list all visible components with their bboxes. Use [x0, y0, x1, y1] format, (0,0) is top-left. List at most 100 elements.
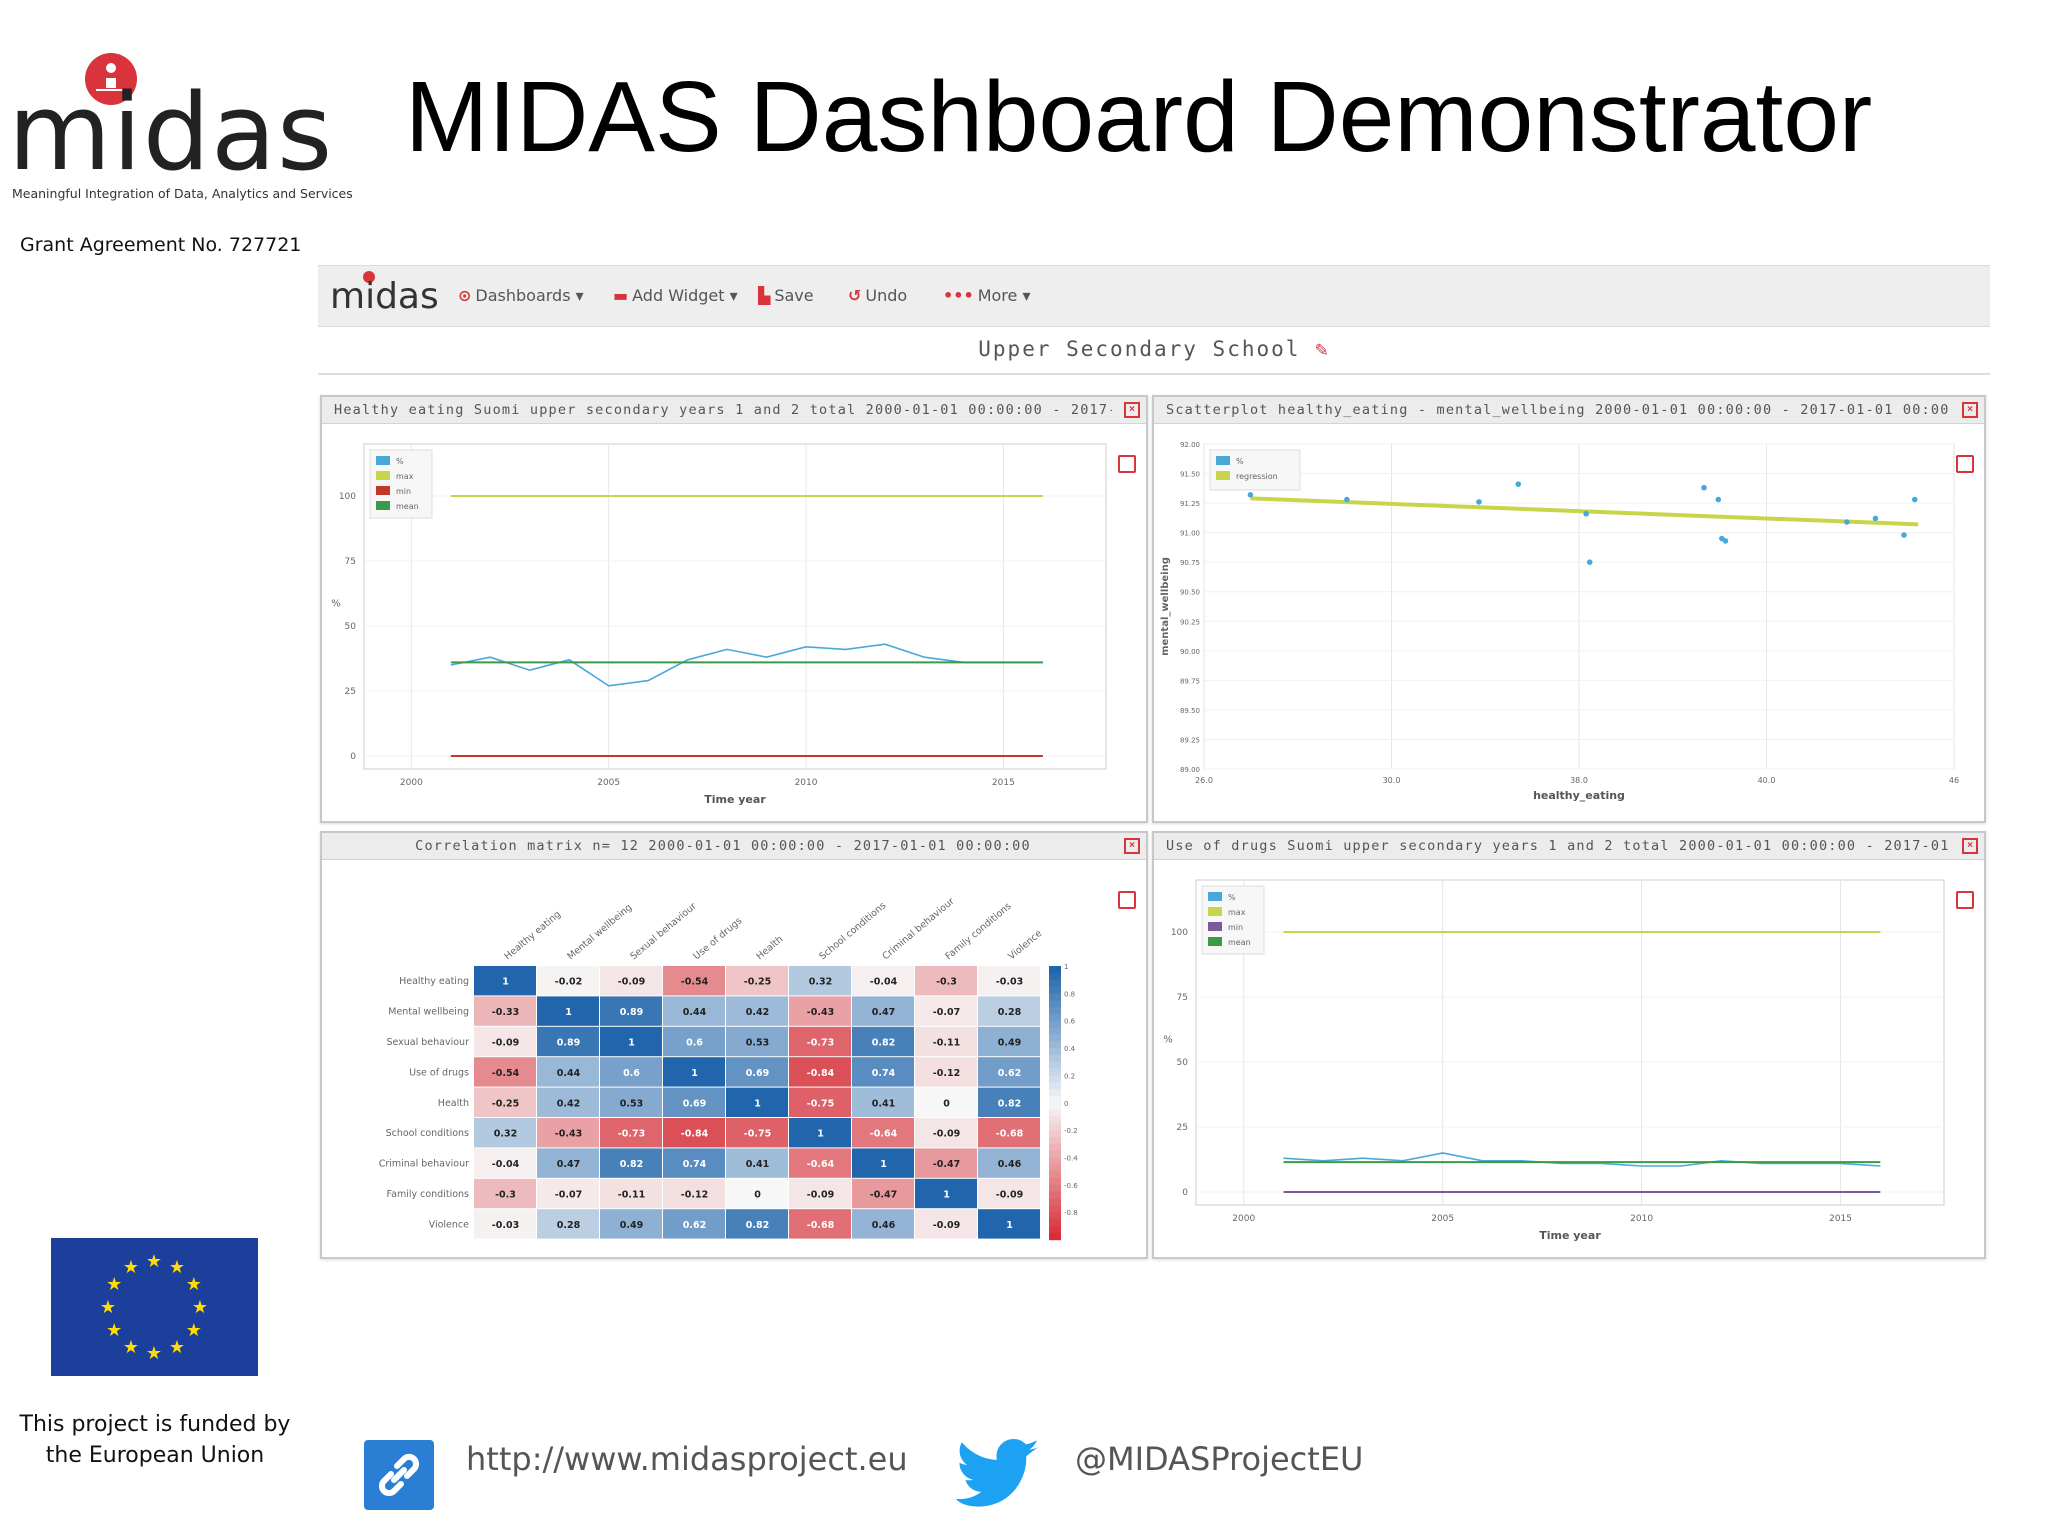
- y-tick-label: 89.75: [1180, 677, 1200, 685]
- panel-title: Use of drugs Suomi upper secondary years…: [1166, 838, 1950, 854]
- cell-value: -0.11: [933, 1038, 960, 1049]
- edit-icon[interactable]: [1118, 891, 1136, 909]
- funding-line-1: This project is funded by: [19, 1412, 291, 1437]
- heatmap-cell: [474, 1178, 536, 1209]
- eu-star-icon: ★: [192, 1297, 208, 1318]
- heatmap-cell: [474, 1209, 536, 1239]
- cell-value: 0.42: [557, 1098, 580, 1109]
- heatmap-cell: [474, 966, 536, 996]
- row-label: Healthy eating: [399, 976, 469, 987]
- colorbar-segment: [1049, 966, 1061, 974]
- legend-label: %: [1236, 457, 1244, 466]
- y-tick-label: 25: [1177, 1123, 1188, 1133]
- heatmap-cell: [600, 966, 662, 996]
- dashboards-menu[interactable]: ⊙ Dashboards ▾: [458, 286, 584, 305]
- scatter-point: [1476, 499, 1482, 505]
- colorbar-segment: [1049, 1089, 1061, 1097]
- more-menu[interactable]: ••• More ▾: [943, 286, 1031, 305]
- colorbar-tick-label: 0.4: [1064, 1045, 1076, 1053]
- heatmap-cell: [537, 1087, 599, 1117]
- x-tick-label: 2000: [400, 778, 423, 788]
- heatmap-cell: [663, 1178, 725, 1209]
- dashboard-toolbar: midas ⊙ Dashboards ▾ ▬ Add Widget ▾ ▙ Save …: [318, 265, 1990, 327]
- scatter-point: [1701, 484, 1707, 491]
- panel-header[interactable]: Use of drugs Suomi upper secondary years…: [1154, 833, 1984, 860]
- colorbar-segment: [1049, 1061, 1061, 1070]
- heatmap-cell: [600, 1148, 662, 1178]
- y-tick-label: 90.00: [1180, 648, 1200, 656]
- x-axis-label: Time year: [1539, 1229, 1601, 1242]
- eu-star-icon: ★: [186, 1320, 202, 1341]
- use-of-drugs-panel: Use of drugs Suomi upper secondary years…: [1152, 831, 1986, 1259]
- heatmap-cell: [852, 1057, 914, 1087]
- close-icon[interactable]: ×: [1962, 402, 1978, 418]
- cell-value: 0.82: [872, 1038, 895, 1049]
- scatter-chart: 26.0 30.0 38.0 40.0 46 89.00 89.25 89.50 89.75 90…: [1160, 441, 1959, 802]
- heatmap-cell: [978, 1178, 1040, 1209]
- close-icon[interactable]: ×: [1962, 838, 1978, 854]
- y-axis-label: %: [331, 599, 341, 610]
- colorbar-segment: [1049, 1232, 1061, 1241]
- colorbar-tick-label: 0: [1064, 1100, 1068, 1108]
- scatter-point: [1344, 496, 1350, 503]
- panel-header[interactable]: Healthy eating Suomi upper secondary yea…: [322, 397, 1146, 424]
- undo-button[interactable]: ↺ Undo: [848, 286, 908, 305]
- y-tick-label: 91.50: [1180, 471, 1200, 479]
- x-tick-label: 38.0: [1570, 776, 1588, 785]
- legend-swatch: [376, 501, 390, 510]
- eu-star-icon: ★: [169, 1257, 185, 1278]
- colorbar-segment: [1049, 1048, 1061, 1056]
- add-widget-menu[interactable]: ▬ Add Widget ▾: [613, 286, 738, 305]
- footer-twitter-handle[interactable]: @MIDASProjectEU: [1075, 1440, 1364, 1478]
- cell-value: -0.3: [495, 1190, 516, 1201]
- heatmap-cell: [537, 1178, 599, 1209]
- edit-icon[interactable]: [1956, 891, 1974, 909]
- heatmap-cell: [852, 1148, 914, 1178]
- y-tick-label: 91.00: [1180, 530, 1200, 538]
- column-label: Healthy eating: [502, 909, 563, 962]
- panel-header[interactable]: Scatterplot healthy_eating - mental_well…: [1154, 397, 1984, 424]
- scatter-point: [1586, 559, 1593, 565]
- heatmap-cell: [978, 1209, 1040, 1239]
- colorbar-tick-label: 0.2: [1064, 1072, 1075, 1080]
- legend-swatch: [1208, 907, 1222, 916]
- heatmap-cell: [726, 1026, 788, 1057]
- row-label: Family conditions: [387, 1189, 470, 1200]
- heatmap-cell: [852, 996, 914, 1026]
- twitter-bird-icon[interactable]: [955, 1438, 1041, 1510]
- cell-value: 0.28: [557, 1220, 581, 1231]
- close-icon[interactable]: ×: [1124, 402, 1140, 418]
- heatmap-cell: [789, 1148, 851, 1178]
- heatmap-cell: [915, 1178, 977, 1209]
- cell-value: 0.82: [998, 1098, 1021, 1109]
- panel-header[interactable]: Correlation matrix n= 12 2000-01-01 00:0…: [322, 833, 1146, 860]
- cell-value: -0.75: [807, 1098, 834, 1109]
- edit-icon[interactable]: [1118, 455, 1136, 473]
- cell-value: 0.82: [620, 1159, 643, 1170]
- legend-label: max: [396, 472, 414, 481]
- cell-value: 0.44: [683, 1007, 707, 1018]
- cell-value: -0.25: [492, 1098, 519, 1109]
- heatmap-cell: [726, 1178, 788, 1209]
- cell-value: 1: [565, 1007, 572, 1018]
- chart-legend: % max min mean: [369, 449, 433, 519]
- column-label: Use of drugs: [691, 915, 744, 962]
- cell-value: -0.09: [807, 1190, 834, 1201]
- panel-title: Healthy eating Suomi upper secondary yea…: [334, 402, 1112, 418]
- cell-value: 1: [628, 1038, 635, 1049]
- edit-icon[interactable]: [1956, 455, 1974, 473]
- footer-website-link[interactable]: http://www.midasproject.eu: [466, 1440, 908, 1478]
- close-icon[interactable]: ×: [1124, 838, 1140, 854]
- y-tick-label: 50: [345, 622, 357, 632]
- link-icon[interactable]: [364, 1440, 434, 1510]
- cell-value: 0.82: [746, 1220, 769, 1231]
- cell-value: -0.43: [555, 1129, 582, 1140]
- edit-title-icon[interactable]: ✎: [1315, 337, 1330, 361]
- cell-value: -0.04: [870, 977, 898, 988]
- save-button[interactable]: ▙ Save: [758, 286, 814, 305]
- heatmap-cell: [852, 1209, 914, 1239]
- dashboard-title[interactable]: Upper Secondary School ✎: [978, 337, 1330, 361]
- scatter-point: [1583, 510, 1589, 517]
- scatter-point: [1722, 538, 1729, 544]
